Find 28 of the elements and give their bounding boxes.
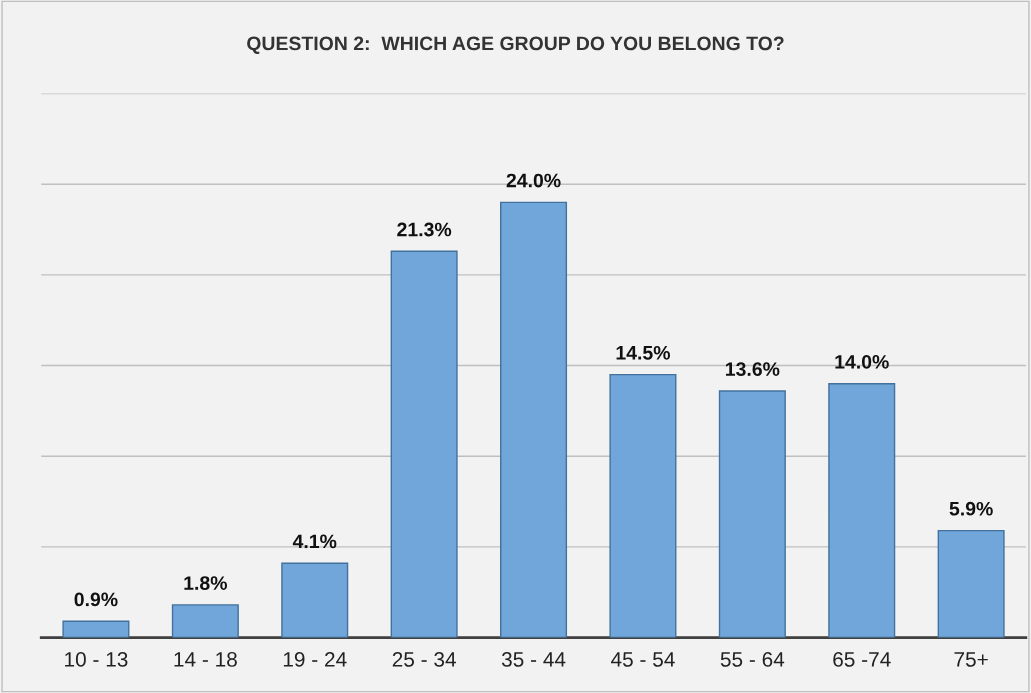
x-tick-label: 25 - 34: [392, 652, 456, 667]
bar: [171, 604, 239, 638]
data-label: 14.0%: [835, 354, 889, 369]
chart-title: QUESTION 2: WHICH AGE GROUP DO YOU BELONG TO?: [247, 36, 784, 54]
data-label: 4.1%: [292, 534, 337, 549]
data-label: 1.8%: [184, 576, 227, 590]
bar: [828, 382, 896, 638]
data-label: 5.9%: [949, 501, 993, 516]
bar: [609, 373, 677, 638]
data-label: 0.9%: [74, 592, 118, 607]
x-tick-label: 19 - 24: [283, 652, 347, 667]
x-tick-label: 75+: [954, 652, 988, 667]
bar: [718, 390, 786, 638]
bar: [937, 529, 1005, 638]
data-label: 14.5%: [616, 345, 670, 360]
x-tick-label: 14 - 18: [174, 652, 237, 667]
x-tick-label: 10 - 13: [65, 652, 128, 667]
bar: [281, 562, 349, 638]
x-tick-label: 35 - 44: [501, 652, 566, 667]
data-label: 13.6%: [726, 362, 780, 377]
data-label: 21.3%: [397, 222, 452, 237]
bar: [500, 201, 568, 638]
bar: [390, 250, 458, 638]
x-tick-label: 65 -74: [833, 652, 891, 667]
x-tick-label: 45 - 54: [610, 652, 675, 667]
x-tick-label: 55 - 64: [720, 652, 785, 667]
bar: [62, 620, 130, 638]
data-label: 24.0%: [506, 173, 561, 188]
